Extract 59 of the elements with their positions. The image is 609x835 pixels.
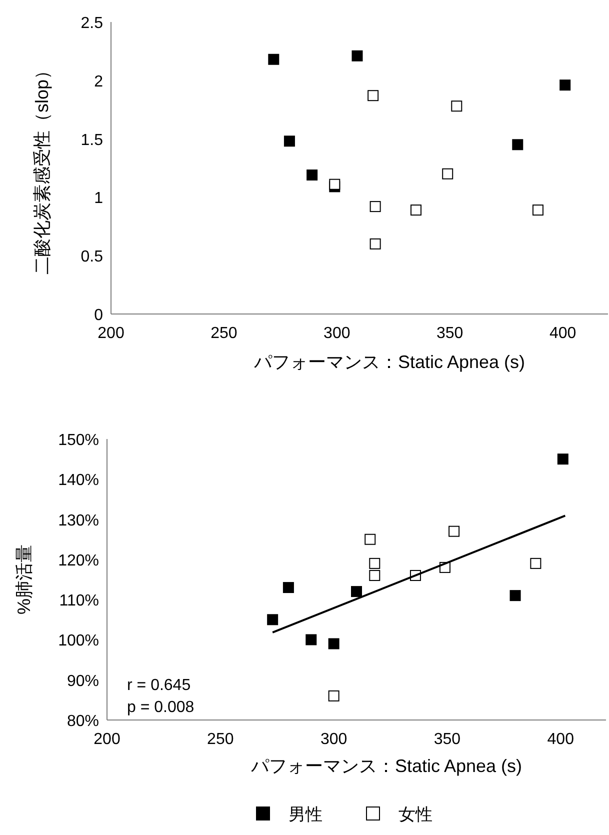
point [328, 638, 340, 650]
y-tick-label: 0 [94, 307, 104, 324]
point [512, 139, 524, 150]
x-tick-label: 400 [549, 325, 576, 342]
point [369, 558, 380, 569]
point [560, 80, 571, 91]
point [448, 526, 460, 537]
y-tick-label: 80% [66, 713, 99, 730]
y-axis-title: %肺活量 [14, 544, 34, 615]
point [351, 586, 362, 598]
point [306, 634, 317, 646]
y-tick-label: 150% [58, 432, 99, 449]
legend-label: 女性 [398, 805, 432, 824]
y-tick-label: 130% [58, 512, 99, 530]
x-axis-title: パフォーマンス：Static Apnea (s) [252, 352, 526, 372]
point [530, 558, 542, 569]
annotation: p = 0.008 [127, 699, 194, 716]
x-tick-label: 250 [207, 731, 234, 748]
x-tick-label: 200 [98, 325, 124, 342]
point [369, 570, 380, 581]
point [328, 690, 340, 702]
x-axis-title: パフォーマンス：Static Apnea (s) [250, 756, 522, 776]
point [282, 582, 294, 594]
point [352, 50, 363, 62]
y-tick-label: 100% [58, 632, 99, 650]
annotation: r = 0.645 [127, 677, 191, 694]
point [532, 204, 544, 216]
point [557, 454, 568, 465]
point [370, 201, 381, 212]
legend-label: 男性 [288, 805, 322, 824]
y-tick-label: 2.5 [80, 15, 104, 32]
x-tick-label: 400 [547, 731, 574, 748]
point [364, 534, 376, 545]
y-axis-title: 二酸化炭素感受性（slop） [32, 61, 52, 275]
x-tick-label: 300 [324, 325, 350, 342]
y-tick-label: 110% [59, 592, 99, 610]
x-tick-label: 300 [320, 731, 348, 748]
y-tick-label: 0.5 [80, 248, 104, 266]
point [510, 590, 521, 602]
point [410, 204, 422, 216]
x-tick-label: 200 [94, 731, 120, 748]
y-tick-label: 1.5 [80, 132, 104, 149]
y-tick-label: 140% [58, 472, 99, 490]
point [368, 90, 379, 102]
x-tick-label: 250 [210, 325, 238, 342]
y-tick-label: 120% [58, 552, 99, 570]
y-tick-label: 1 [94, 190, 104, 208]
point [442, 168, 454, 180]
y-tick-label: 2 [94, 73, 104, 90]
x-tick-label: 350 [434, 731, 461, 748]
point [284, 136, 295, 147]
y-tick-label: 90% [66, 672, 99, 690]
point [451, 100, 462, 112]
point [267, 614, 278, 626]
point [329, 178, 340, 190]
point [268, 54, 280, 65]
point [370, 238, 381, 250]
x-tick-label: 350 [436, 325, 464, 342]
point [306, 170, 318, 181]
